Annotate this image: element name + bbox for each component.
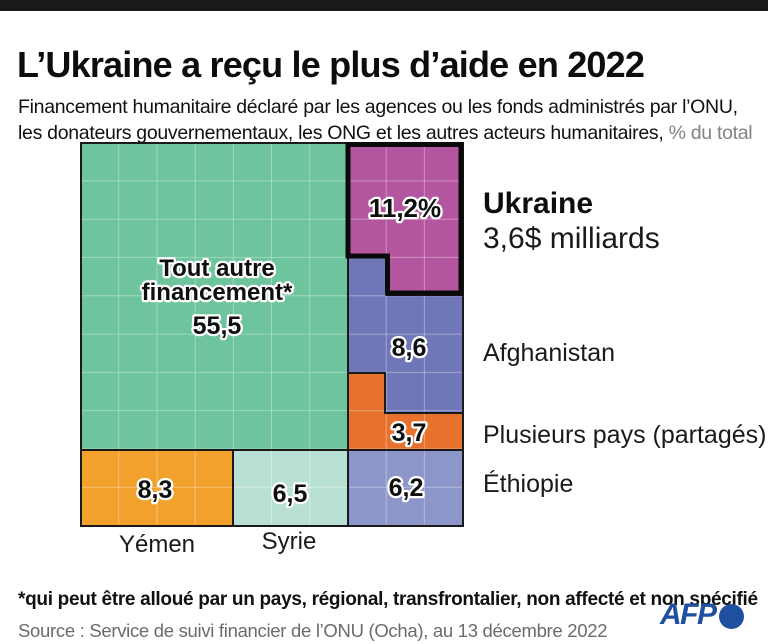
ukraine-highlight-border [345, 142, 464, 296]
subtitle-line1: Financement humanitaire déclaré par les … [18, 95, 738, 118]
cell-value-ukraine: 11,2% [369, 193, 441, 223]
side-label-plusieurs-pays: Plusieurs pays (partagés) [483, 421, 766, 449]
page-title: L’Ukraine a reçu le plus d’aide en 2022 [17, 44, 645, 86]
chart-subtitle: Financement humanitaire déclaré par les … [18, 94, 763, 146]
cell-value-ethiopie: 6,2 [389, 474, 424, 502]
footnote: *qui peut être alloué par un pays, régio… [18, 589, 758, 610]
cell-value-yemen: 8,3 [138, 476, 173, 504]
cell-value-plusieurs-pays: 3,7 [392, 419, 427, 447]
cell-value-syrie: 6,5 [273, 480, 308, 508]
cell-value-tout-autre: 55,5 [193, 312, 242, 340]
side-label-ukraine-value: 3,6$ milliards [483, 222, 660, 255]
side-label-ukraine: Ukraine [483, 187, 593, 220]
bottom-label-yemen: Yémen [119, 531, 195, 558]
side-label-ethiopie: Éthiopie [483, 469, 573, 498]
cell-label-tout-autre-line2: financement* [142, 279, 293, 306]
cell-value-afghanistan: 8,6 [392, 334, 427, 362]
subtitle-unit: % du total [663, 121, 753, 144]
subtitle-line2: les donateurs gouvernementaux, les ONG e… [18, 121, 664, 144]
afp-logo-text: AFP [660, 598, 717, 631]
side-label-afghanistan: Afghanistan [483, 339, 615, 367]
afp-logo-circle-icon [718, 603, 744, 629]
bottom-label-syrie: Syrie [262, 528, 317, 555]
grid-overlay [81, 143, 463, 526]
afp-logo: AFP [660, 598, 744, 632]
region-borders [80, 142, 464, 527]
source-line: Source : Service de suivi financier de l… [18, 619, 608, 641]
cell-label-tout-autre-line1: Tout autre [159, 255, 275, 282]
top-black-bar [0, 0, 768, 11]
